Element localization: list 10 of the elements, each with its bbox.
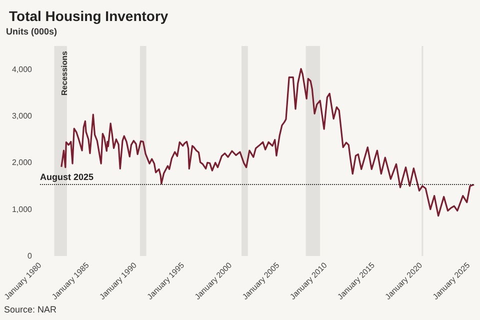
chart-title: Total Housing Inventory (9, 8, 168, 24)
y-tick-label: 4,000 (12, 64, 33, 74)
source-note: Source: NAR (4, 304, 58, 314)
band-label: Recessions (60, 50, 70, 96)
y-axis-title: Units (000s) (6, 26, 58, 36)
y-tick-label: 0 (28, 252, 33, 260)
y-tick-label: 1,000 (12, 204, 33, 214)
y-tick-label: 3,000 (12, 112, 33, 120)
y-tick-label: 2,000 (12, 158, 33, 168)
ref-line-label: August 2025 (40, 172, 94, 182)
